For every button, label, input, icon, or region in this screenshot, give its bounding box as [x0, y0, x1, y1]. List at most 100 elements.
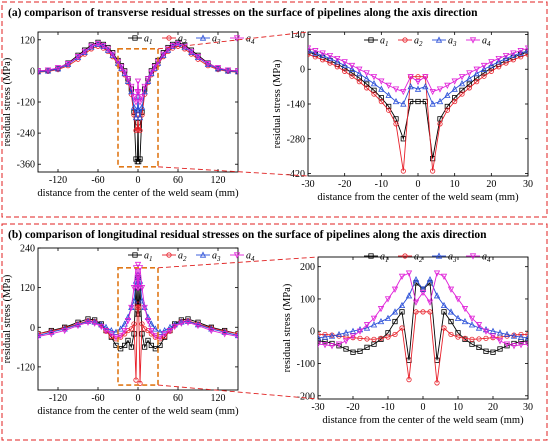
point-a3 [377, 317, 385, 325]
legend-marker-a2 [402, 37, 408, 43]
point-a4 [132, 99, 140, 106]
point-a3 [429, 100, 436, 107]
series-line-a4 [308, 47, 528, 93]
series-line-a3 [308, 50, 528, 105]
zoom-indicator-b [117, 256, 319, 400]
point-a3 [400, 100, 407, 107]
point-a3 [436, 97, 444, 105]
point-a1 [525, 338, 528, 344]
point-a4 [419, 289, 427, 297]
point-a3 [524, 334, 528, 341]
point-a2 [139, 321, 145, 327]
point-a1 [399, 309, 405, 315]
point-a4 [194, 323, 202, 330]
zoom-connector-top [157, 256, 319, 269]
legend-label-a4: a4 [246, 34, 255, 47]
point-a4 [171, 323, 178, 331]
point-a4 [451, 78, 458, 85]
x-axis-label: distance from the center of the weld sea… [37, 406, 239, 417]
point-a3 [130, 297, 138, 304]
point-a1 [378, 95, 384, 101]
point-a3 [510, 52, 517, 59]
y-tick-label: 240 [20, 244, 35, 255]
y-tick-label: 120 [20, 283, 35, 294]
point-a4 [74, 54, 82, 61]
point-a4 [144, 76, 152, 83]
point-a4 [188, 48, 195, 56]
point-a2 [448, 331, 454, 338]
point-a2 [135, 301, 141, 307]
legend-marker-a1 [368, 253, 374, 259]
y-tick-label: 0 [300, 65, 305, 76]
point-a3 [194, 321, 202, 328]
point-a4 [184, 319, 192, 326]
point-a1 [364, 344, 370, 350]
panel-b-title: (b) comparison of longitudinal residual … [8, 229, 487, 241]
x-tick-label: 10 [453, 402, 463, 413]
legend-marker-a3 [199, 251, 207, 258]
point-a1 [452, 95, 458, 101]
point-a4 [194, 54, 202, 61]
legend-label-a2: a2 [414, 36, 423, 49]
legend-marker-a4 [469, 37, 477, 44]
point-a3 [319, 52, 326, 59]
point-a4 [98, 323, 105, 331]
legend-marker-a3 [435, 36, 443, 43]
point-a4 [414, 79, 422, 86]
x-tick-label: -30 [301, 179, 314, 190]
point-a2 [364, 85, 370, 91]
point-a3 [422, 83, 429, 90]
legend-label-a1: a1 [380, 36, 389, 49]
point-a3 [312, 49, 319, 56]
series-line-a3 [318, 278, 528, 339]
point-a4 [447, 286, 455, 293]
legend-marker-a2 [166, 252, 172, 258]
point-a4 [475, 322, 483, 329]
point-a4 [135, 285, 142, 292]
point-a4 [473, 66, 480, 73]
point-a4 [117, 332, 124, 340]
point-a2 [496, 64, 502, 70]
x-tick-label: 0 [421, 402, 426, 413]
series-line-a1 [308, 51, 528, 159]
point-a2 [38, 69, 41, 75]
point-a4 [461, 306, 469, 313]
point-a3 [391, 308, 399, 315]
point-a2 [476, 336, 482, 342]
legend-marker-a4 [233, 252, 241, 259]
legend-label-a4: a4 [482, 252, 491, 265]
point-a2 [441, 325, 447, 331]
y-tick-label: 100 [300, 294, 315, 305]
point-a4 [134, 261, 142, 269]
point-a2 [525, 51, 528, 57]
series-line-a4 [318, 272, 528, 347]
point-a3 [433, 292, 441, 299]
point-a4 [102, 327, 110, 335]
point-a3 [348, 65, 356, 72]
point-a4 [412, 299, 420, 306]
series-a4 [308, 45, 528, 96]
point-a3 [384, 314, 392, 321]
point-a1 [469, 341, 475, 347]
series-a4 [318, 270, 528, 350]
series-a4 [38, 41, 238, 106]
point-a4 [141, 83, 148, 91]
point-a3 [38, 331, 42, 339]
y-tick-label: -240 [17, 129, 35, 140]
point-a4 [429, 88, 436, 96]
point-a2 [518, 54, 524, 60]
point-a3 [363, 324, 371, 331]
point-a1 [490, 349, 496, 355]
point-a4 [321, 342, 329, 349]
point-a1 [444, 103, 450, 110]
zoom-connector-bottom [157, 166, 309, 177]
legend-marker-a4 [233, 35, 241, 42]
y-axis-label: residual stress (MPa) [2, 57, 13, 146]
x-tick-label: 20 [488, 402, 498, 413]
legend-label-a3: a3 [212, 251, 221, 264]
point-a3 [468, 321, 476, 328]
point-a2 [444, 107, 450, 113]
point-a2 [420, 309, 426, 315]
y-tick-label: 120 [20, 35, 35, 46]
x-tick-label: -120 [49, 393, 67, 404]
